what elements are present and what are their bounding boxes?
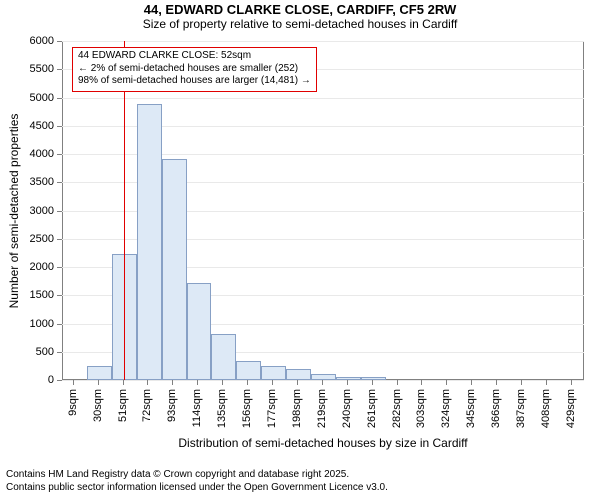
y-tick-mark — [57, 211, 62, 212]
x-axis-label: Distribution of semi-detached houses by … — [178, 436, 467, 450]
x-tick-mark — [571, 380, 572, 385]
x-tick-label: 198sqm — [291, 389, 303, 437]
x-tick-label: 177sqm — [266, 389, 278, 437]
x-tick-mark — [197, 380, 198, 385]
x-tick-mark — [372, 380, 373, 385]
y-tick-label: 1000 — [0, 318, 54, 330]
histogram-bar — [211, 334, 236, 380]
x-tick-mark — [446, 380, 447, 385]
y-tick-mark — [57, 154, 62, 155]
plot-area — [62, 41, 584, 380]
y-tick-mark — [57, 182, 62, 183]
x-tick-label: 219sqm — [316, 389, 328, 437]
x-tick-label: 303sqm — [415, 389, 427, 437]
histogram-bar — [137, 104, 162, 380]
x-tick-mark — [496, 380, 497, 385]
x-tick-mark — [322, 380, 323, 385]
y-tick-label: 3500 — [0, 176, 54, 188]
y-tick-mark — [57, 239, 62, 240]
y-gridline — [62, 98, 584, 99]
x-tick-label: 135sqm — [216, 389, 228, 437]
y-tick-label: 5500 — [0, 63, 54, 75]
plot-inner — [62, 41, 584, 380]
histogram-bar — [361, 377, 386, 380]
x-tick-label: 9sqm — [67, 389, 79, 437]
x-tick-label: 261sqm — [366, 389, 378, 437]
y-tick-mark — [57, 295, 62, 296]
credit-line: Contains public sector information licen… — [6, 482, 388, 495]
x-tick-mark — [421, 380, 422, 385]
y-tick-mark — [57, 324, 62, 325]
x-tick-mark — [297, 380, 298, 385]
x-tick-mark — [397, 380, 398, 385]
chart-title-line2: Size of property relative to semi-detach… — [0, 17, 600, 31]
x-tick-label: 366sqm — [490, 389, 502, 437]
x-tick-mark — [521, 380, 522, 385]
histogram-bar — [311, 374, 336, 380]
reference-line — [124, 41, 125, 380]
x-tick-mark — [98, 380, 99, 385]
y-gridline — [62, 380, 584, 381]
callout-line: 44 EDWARD CLARKE CLOSE: 52sqm — [78, 50, 311, 63]
y-tick-label: 6000 — [0, 35, 54, 47]
x-tick-label: 408sqm — [540, 389, 552, 437]
y-tick-label: 5000 — [0, 92, 54, 104]
x-tick-label: 345sqm — [465, 389, 477, 437]
callout-line: 98% of semi-detached houses are larger (… — [78, 75, 311, 88]
histogram-bar — [336, 377, 361, 380]
y-tick-label: 4000 — [0, 148, 54, 160]
y-tick-label: 0 — [0, 374, 54, 386]
histogram-bar — [187, 283, 212, 380]
credit-line: Contains HM Land Registry data © Crown c… — [6, 469, 388, 482]
x-tick-mark — [172, 380, 173, 385]
x-tick-label: 72sqm — [141, 389, 153, 437]
y-tick-label: 500 — [0, 346, 54, 358]
y-tick-mark — [57, 98, 62, 99]
x-tick-label: 282sqm — [391, 389, 403, 437]
y-tick-label: 2500 — [0, 233, 54, 245]
x-tick-mark — [147, 380, 148, 385]
y-tick-mark — [57, 126, 62, 127]
histogram-bar — [87, 366, 112, 380]
data-credit: Contains HM Land Registry data © Crown c… — [6, 469, 388, 494]
y-tick-label: 3000 — [0, 205, 54, 217]
x-tick-mark — [347, 380, 348, 385]
y-tick-mark — [57, 69, 62, 70]
y-tick-mark — [57, 267, 62, 268]
x-tick-mark — [222, 380, 223, 385]
y-tick-label: 1500 — [0, 289, 54, 301]
x-tick-label: 114sqm — [191, 389, 203, 437]
y-gridline — [62, 41, 584, 42]
callout-line: ← 2% of semi-detached houses are smaller… — [78, 63, 311, 76]
histogram-bar — [162, 159, 187, 380]
x-tick-label: 324sqm — [440, 389, 452, 437]
x-tick-label: 156sqm — [241, 389, 253, 437]
y-tick-mark — [57, 380, 62, 381]
x-tick-mark — [73, 380, 74, 385]
x-tick-mark — [123, 380, 124, 385]
x-tick-label: 429sqm — [565, 389, 577, 437]
x-tick-label: 387sqm — [515, 389, 527, 437]
x-tick-label: 93sqm — [166, 389, 178, 437]
x-tick-mark — [272, 380, 273, 385]
y-tick-label: 4500 — [0, 120, 54, 132]
histogram-bar — [236, 361, 261, 380]
callout-box: 44 EDWARD CLARKE CLOSE: 52sqm← 2% of sem… — [72, 47, 317, 92]
x-tick-label: 30sqm — [92, 389, 104, 437]
histogram-bar — [286, 369, 311, 380]
x-tick-label: 51sqm — [117, 389, 129, 437]
histogram-bar — [261, 366, 286, 380]
x-tick-mark — [546, 380, 547, 385]
x-tick-mark — [247, 380, 248, 385]
y-tick-mark — [57, 352, 62, 353]
y-tick-label: 2000 — [0, 261, 54, 273]
x-tick-mark — [471, 380, 472, 385]
y-tick-mark — [57, 41, 62, 42]
x-tick-label: 240sqm — [341, 389, 353, 437]
chart-title-line1: 44, EDWARD CLARKE CLOSE, CARDIFF, CF5 2R… — [0, 2, 600, 17]
